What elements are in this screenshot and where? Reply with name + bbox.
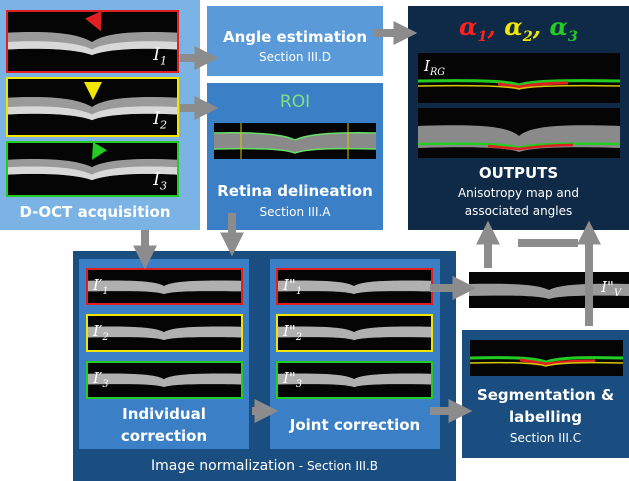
segmentation-section: Section III.C bbox=[509, 431, 582, 445]
angle-estimation-section: Section III.D bbox=[258, 50, 332, 64]
label-i3-prime: I′3 bbox=[93, 369, 109, 390]
normalization-label: Image normalization bbox=[150, 458, 295, 474]
angle-estimation-title: Angle estimation bbox=[222, 28, 368, 46]
joint-correction-panel: I"1 I"2 I"3 Joint correction bbox=[270, 259, 440, 449]
anisotropy-image bbox=[418, 108, 620, 158]
alpha-1: α1 bbox=[459, 12, 488, 45]
corrected-image-i2: I′2 bbox=[86, 314, 243, 352]
irg-label: IRG bbox=[424, 57, 446, 78]
segmentation-panel: Segmentation & labelling Section III.C bbox=[462, 330, 629, 458]
label-i3-double: I"3 bbox=[283, 369, 303, 390]
alpha-2: α2 bbox=[504, 12, 533, 45]
irg-image: IRG bbox=[418, 53, 620, 103]
oct-image-i1: I1 bbox=[6, 10, 179, 73]
label-i2-prime: I′2 bbox=[93, 322, 109, 343]
image-label-i3: I3 bbox=[153, 169, 167, 192]
normalization-title: Image normalization - Section III.B bbox=[73, 458, 456, 474]
segmentation-image bbox=[470, 340, 623, 376]
outputs-panel: α1, α2, α3 IRG OUTPUTS Anisotropy map an… bbox=[408, 6, 629, 230]
joint-image-i1: I"1 bbox=[276, 268, 433, 305]
roi-label: ROI bbox=[279, 92, 311, 112]
outputs-desc-line1: Anisotropy map and bbox=[457, 186, 580, 200]
label-i2-double: I"2 bbox=[283, 322, 303, 343]
individual-correction-title-line2: correction bbox=[120, 427, 208, 445]
retina-delineation-title: Retina delineation bbox=[217, 182, 373, 200]
oct-image-i2: I2 bbox=[6, 77, 179, 137]
individual-correction-title-line1: Individual bbox=[122, 405, 206, 423]
image-label-i1: I1 bbox=[153, 44, 167, 67]
corrected-image-i1: I′1 bbox=[86, 268, 243, 305]
alpha-legend: α1, α2, α3 bbox=[459, 12, 578, 45]
iv-label: I"V bbox=[601, 278, 621, 299]
iv-image: I"V bbox=[469, 272, 629, 308]
alpha-3: α3 bbox=[549, 12, 578, 45]
joint-image-i3: I"3 bbox=[276, 361, 433, 399]
acquisition-title: D-OCT acquisition bbox=[19, 203, 171, 221]
joint-image-i2: I"2 bbox=[276, 314, 433, 352]
retina-delineation-panel: ROI Retina delineation Section III.A bbox=[207, 83, 383, 230]
label-i1-prime: I′1 bbox=[93, 276, 109, 297]
corrected-image-i3: I′3 bbox=[86, 361, 243, 399]
angle-estimation-panel: Angle estimation Section III.D bbox=[207, 6, 383, 76]
normalization-panel: I′1 I′2 I′3 Individual correction I"1 bbox=[73, 251, 456, 481]
roi-image bbox=[214, 123, 376, 159]
image-label-i2: I2 bbox=[153, 108, 167, 131]
retina-delineation-section: Section III.A bbox=[259, 205, 331, 219]
label-i1-double: I"1 bbox=[283, 276, 303, 297]
outputs-title: OUTPUTS bbox=[478, 164, 559, 182]
joint-correction-title: Joint correction bbox=[289, 416, 421, 434]
segmentation-title-line2: labelling bbox=[508, 408, 582, 426]
yellow-marker-arrow bbox=[84, 82, 102, 100]
acquisition-panel: I1 I2 I3 D-OCT acquisition bbox=[0, 0, 200, 230]
oct-image-i3: I3 bbox=[6, 141, 179, 197]
segmentation-title-line1: Segmentation & bbox=[476, 386, 615, 404]
individual-correction-panel: I′1 I′2 I′3 Individual correction bbox=[79, 259, 249, 449]
normalization-section: - Section III.B bbox=[294, 459, 379, 473]
outputs-desc-line2: associated angles bbox=[464, 204, 573, 218]
